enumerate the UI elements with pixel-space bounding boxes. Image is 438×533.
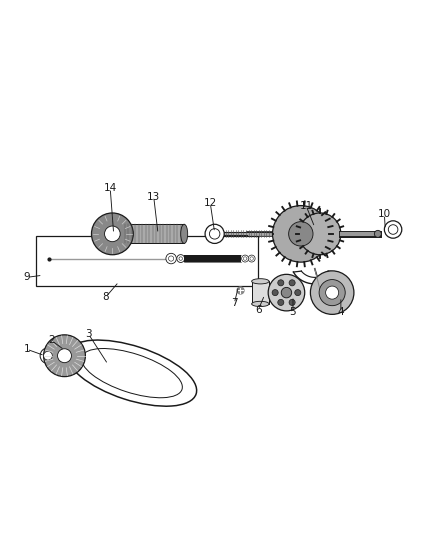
- Circle shape: [272, 289, 278, 296]
- Circle shape: [44, 351, 52, 360]
- Circle shape: [389, 225, 398, 235]
- Circle shape: [319, 279, 345, 305]
- Text: 6: 6: [255, 305, 261, 315]
- Circle shape: [311, 271, 354, 314]
- Circle shape: [281, 287, 292, 298]
- Circle shape: [295, 289, 301, 296]
- Circle shape: [179, 257, 183, 260]
- Text: 14: 14: [103, 183, 117, 193]
- Circle shape: [248, 255, 255, 262]
- Bar: [184, 255, 241, 262]
- Circle shape: [299, 213, 341, 255]
- Circle shape: [177, 255, 185, 262]
- Circle shape: [325, 286, 339, 299]
- Circle shape: [289, 222, 313, 246]
- Text: 2: 2: [48, 335, 55, 345]
- Circle shape: [169, 256, 174, 261]
- Circle shape: [268, 274, 305, 311]
- Circle shape: [385, 221, 402, 238]
- Circle shape: [166, 253, 177, 264]
- Bar: [125, 224, 184, 244]
- Circle shape: [57, 349, 71, 362]
- Ellipse shape: [252, 301, 269, 306]
- Text: 13: 13: [147, 192, 160, 202]
- Ellipse shape: [181, 224, 187, 244]
- Ellipse shape: [252, 279, 269, 284]
- Circle shape: [374, 230, 381, 237]
- Circle shape: [278, 280, 284, 286]
- Circle shape: [244, 257, 247, 260]
- Circle shape: [242, 255, 249, 262]
- Circle shape: [289, 300, 295, 305]
- Circle shape: [272, 206, 329, 262]
- Circle shape: [205, 224, 224, 244]
- Circle shape: [209, 229, 220, 239]
- Bar: [252, 281, 269, 304]
- Circle shape: [92, 213, 133, 255]
- Circle shape: [289, 280, 295, 286]
- Circle shape: [278, 300, 284, 305]
- Circle shape: [250, 257, 253, 260]
- Circle shape: [44, 335, 85, 377]
- Text: 8: 8: [102, 292, 109, 302]
- Text: 1: 1: [23, 344, 30, 354]
- Text: 7: 7: [231, 298, 237, 309]
- Text: 10: 10: [378, 209, 391, 219]
- Text: 11: 11: [300, 200, 313, 211]
- Circle shape: [105, 226, 120, 241]
- Bar: [36, 236, 258, 286]
- Text: 5: 5: [290, 307, 296, 317]
- Circle shape: [40, 348, 56, 364]
- Text: 3: 3: [85, 329, 92, 339]
- Text: 9: 9: [23, 272, 30, 282]
- Text: 4: 4: [338, 307, 344, 317]
- Text: 12: 12: [204, 198, 217, 208]
